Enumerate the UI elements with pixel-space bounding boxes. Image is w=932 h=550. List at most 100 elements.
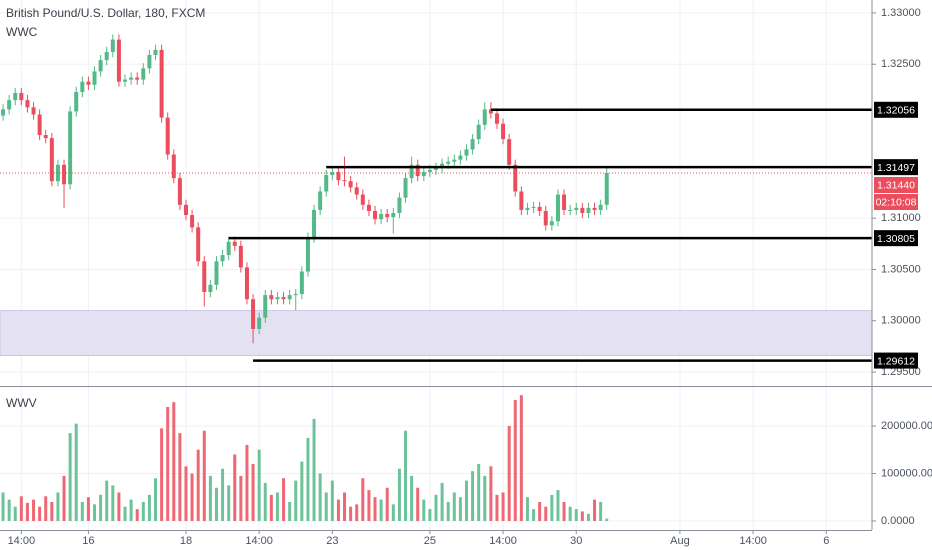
level-label-box (874, 159, 918, 176)
candle-body (19, 92, 24, 101)
volume-bar (245, 444, 249, 521)
volume-bar (580, 511, 584, 521)
candle-body (318, 191, 323, 210)
volume-bar (349, 506, 353, 521)
y-tick-label: 1.30000 (881, 315, 921, 327)
x-tick-label: 23 (326, 535, 338, 547)
y-tick-label: 1.32500 (881, 58, 921, 70)
candle-body (525, 207, 530, 210)
candle-body (476, 124, 481, 140)
candle-body (74, 91, 79, 112)
volume-bar (416, 487, 420, 521)
level-label-box (874, 101, 918, 118)
volume-bar (99, 494, 103, 521)
y-tick-label: 1.30500 (881, 263, 921, 275)
candle-body (129, 77, 134, 80)
volume-bar (507, 425, 511, 521)
candle-body (220, 255, 225, 262)
y-tick-label: 1.29500 (881, 366, 921, 378)
volume-bar (13, 506, 17, 521)
y-tick-label: 200000.0000 (881, 420, 932, 432)
volume-bar (599, 501, 603, 521)
candle-body (598, 204, 603, 210)
volume-bar (282, 478, 286, 521)
volume-bar (513, 399, 517, 521)
volume-bar (7, 499, 11, 521)
x-tick-label: 30 (570, 535, 582, 547)
candle-body (92, 71, 97, 85)
candle-body (244, 267, 249, 300)
candle-body (116, 39, 121, 82)
volume-bar (391, 504, 395, 521)
grid (0, 0, 872, 530)
candle-body (202, 261, 207, 293)
candle-body (287, 295, 292, 300)
volume-bar (147, 494, 151, 521)
candle-body (592, 207, 597, 210)
candle-body (543, 210, 548, 226)
volume-bar (410, 475, 414, 521)
volume-bar (422, 499, 426, 521)
candle-body (7, 100, 12, 110)
candle-body (25, 100, 30, 108)
volume-bar (50, 501, 54, 521)
candle-body (421, 171, 426, 177)
volume-bar (160, 428, 164, 521)
volume-bar (178, 433, 182, 521)
candle-body (330, 171, 335, 176)
candle-body (196, 227, 201, 262)
candle-body (37, 114, 42, 136)
volume-bar (1, 492, 5, 521)
last-price-box (874, 177, 918, 194)
candle-body (80, 81, 85, 92)
candle-body (257, 317, 262, 329)
candle-body (135, 77, 140, 80)
candle-body (62, 164, 67, 185)
candle-body (373, 210, 378, 220)
candle-body (49, 138, 54, 182)
candle-body (507, 139, 512, 165)
candle-body (238, 245, 243, 268)
volume-bar (324, 492, 328, 521)
candle-body (366, 204, 371, 211)
y-tick-label: 0.0000 (881, 515, 915, 527)
volume-bar (202, 430, 206, 521)
candle-body (385, 214, 390, 218)
candle-body (183, 204, 188, 216)
volume-bar (233, 454, 237, 521)
candle-body (574, 207, 579, 210)
candle-body (604, 173, 609, 205)
volume-bar (343, 492, 347, 521)
candle-body (501, 123, 506, 140)
candle-body (123, 79, 128, 82)
volume-bar (263, 482, 267, 521)
volume-bar (367, 490, 371, 521)
volume-bar (123, 506, 127, 521)
candle-body (190, 215, 195, 228)
volume-bar (544, 506, 548, 521)
volume-bar (68, 433, 72, 521)
candle-body (586, 207, 591, 214)
candle-body (269, 295, 274, 300)
candle-body (470, 139, 475, 150)
volume-bar (172, 402, 176, 521)
candle-body (141, 68, 146, 80)
volume-bar (129, 499, 133, 521)
volume-bar (312, 418, 316, 521)
candle-body (537, 206, 542, 211)
level-label: 1.29612 (877, 355, 915, 367)
level-label-box (874, 352, 918, 369)
volume-bar (214, 487, 218, 521)
volume-bar (196, 449, 200, 521)
candle-body (336, 171, 341, 181)
volume-bar (38, 506, 42, 521)
last-price-label: 1.31440 (877, 179, 915, 191)
x-tick-label: 14:00 (489, 535, 517, 547)
candle-body (312, 209, 317, 238)
volume-bar (288, 501, 292, 521)
candle-body (251, 299, 256, 329)
volume-bar (239, 475, 243, 521)
candle-body (159, 49, 164, 118)
